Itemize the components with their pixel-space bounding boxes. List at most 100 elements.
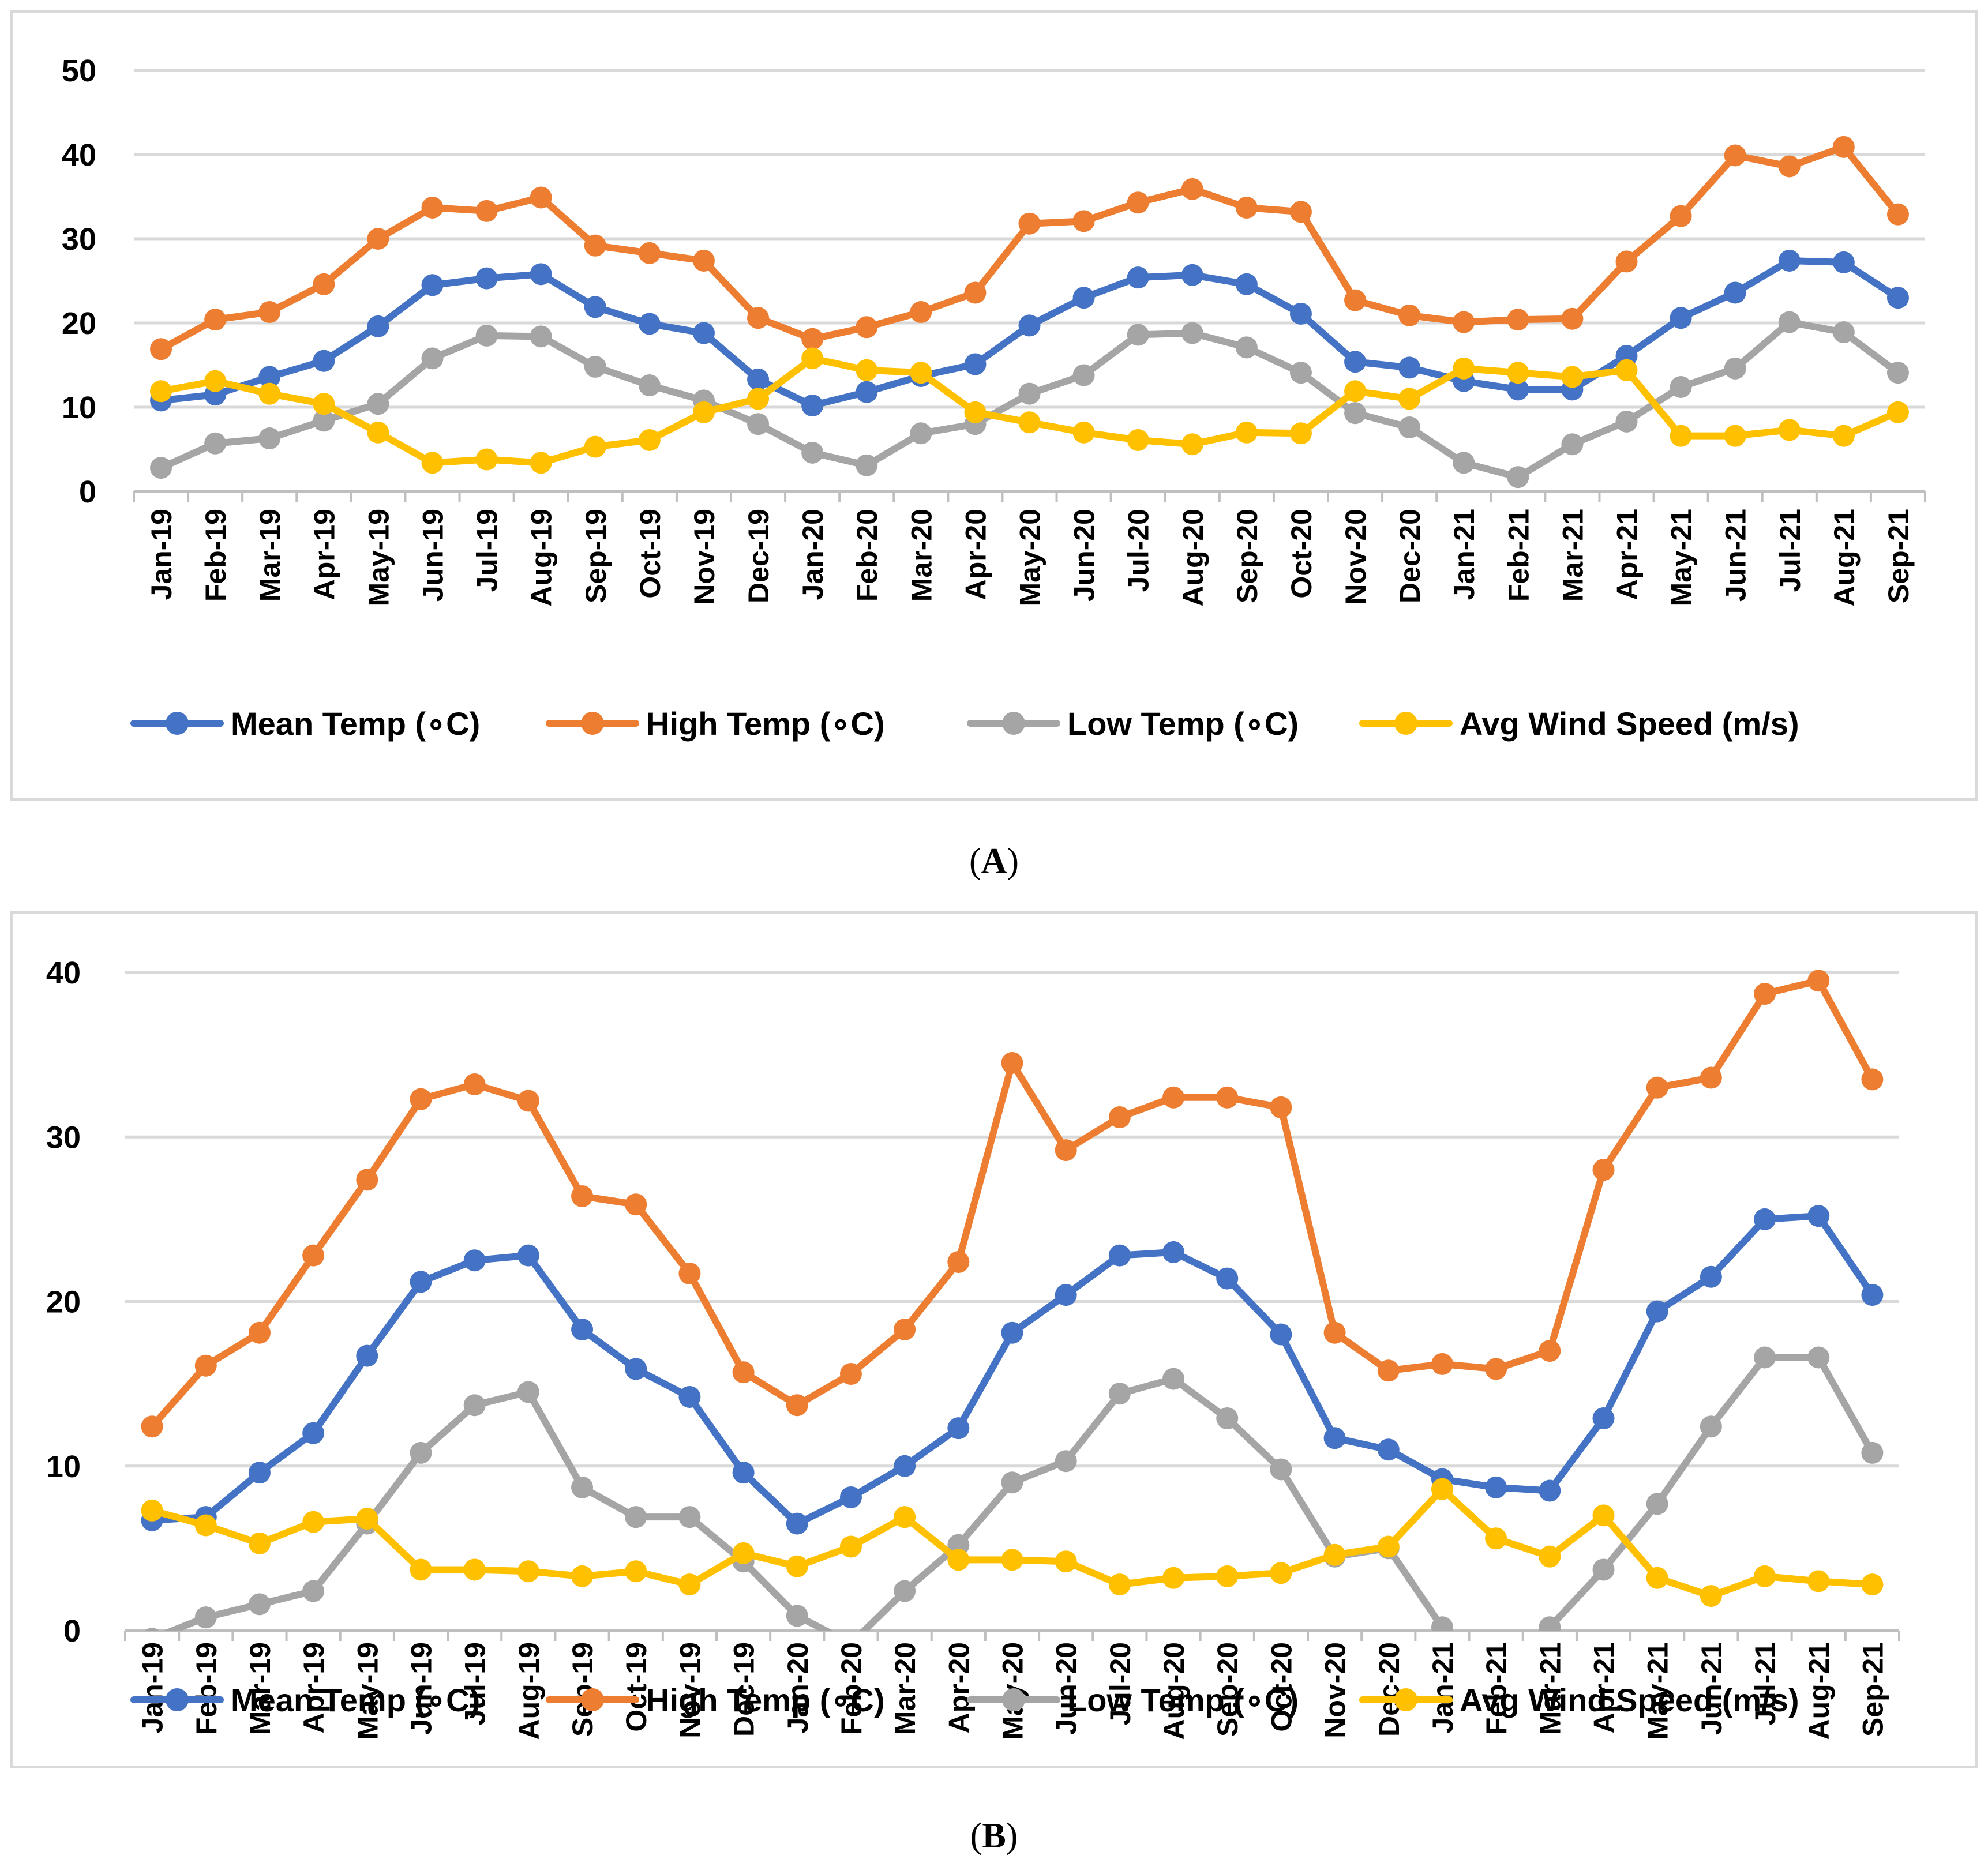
charta-x-tick-label: Apr-19 — [308, 509, 340, 600]
chartb-data-point — [1807, 1346, 1830, 1369]
chartb-data-point — [1485, 1476, 1507, 1498]
charta-x-tick-label: Sep-20 — [1231, 509, 1263, 603]
charta-data-point — [1344, 289, 1367, 311]
chartb-data-point — [1108, 1383, 1131, 1405]
charta-data-point — [1018, 382, 1041, 405]
chartb-legend-marker — [1394, 1688, 1417, 1711]
charta-x-tick-label: Jan-19 — [145, 509, 178, 600]
charta-data-point — [313, 350, 335, 372]
chartb-data-point — [786, 1555, 808, 1577]
chartb-data-point — [1592, 1159, 1615, 1181]
chartb-data-point — [410, 1271, 432, 1293]
chartb-data-point — [1431, 1616, 1453, 1631]
charta-data-point — [1453, 452, 1475, 474]
charta-data-point — [910, 362, 932, 384]
charta-data-point — [1289, 362, 1312, 384]
chartb-series-2 — [145, 1346, 1884, 1631]
charta-data-point — [856, 454, 878, 476]
charta-data-point — [1670, 375, 1692, 398]
chartb-x-tick-label: Jun-21 — [1696, 1642, 1728, 1735]
chartb-data-point — [1539, 1545, 1561, 1568]
charta-data-point — [856, 359, 878, 381]
charta-data-point — [313, 393, 335, 415]
chartb-data-point — [1646, 1567, 1668, 1589]
chartb-data-point — [1539, 1479, 1561, 1502]
chartb-data-point — [786, 1394, 808, 1417]
charta-x-tick-label: May-19 — [362, 509, 395, 607]
charta-data-point — [1778, 419, 1801, 441]
chartb-data-point — [1108, 1573, 1131, 1596]
chartb-x-tick-label: Mar-20 — [889, 1642, 921, 1735]
charta-data-point — [1398, 356, 1421, 379]
charta-data-point — [910, 422, 932, 445]
chartb-x-tick-label: Dec-20 — [1373, 1642, 1405, 1737]
chartb-x-tick-label: Aug-20 — [1158, 1642, 1190, 1740]
chartb-data-point — [1700, 1585, 1722, 1607]
chartb-data-point — [1861, 1573, 1884, 1596]
chartb-legend-marker — [1002, 1688, 1025, 1711]
charta-data-point — [1181, 322, 1203, 344]
charta-data-point — [964, 353, 987, 375]
chartb-data-point — [894, 1318, 916, 1340]
chartb-data-point — [571, 1318, 594, 1340]
charta-data-point — [1832, 321, 1855, 344]
chartb-data-point — [1377, 1535, 1400, 1558]
charta-x-tick-label: Jan-21 — [1448, 509, 1480, 600]
charta-data-point — [421, 274, 444, 296]
charta-legend-marker — [1002, 712, 1025, 735]
chartb-data-point — [248, 1532, 271, 1554]
charta-data-point — [475, 200, 498, 222]
chartb-data-point — [1270, 1323, 1292, 1346]
caption-a-letter: A — [981, 842, 1007, 881]
charta-data-point — [1886, 401, 1909, 423]
chartb-data-point — [1861, 1441, 1884, 1464]
charta-data-point — [1778, 311, 1801, 333]
charta-data-point — [258, 366, 281, 388]
charta-x-tick-label: Jun-20 — [1068, 509, 1101, 602]
charta-x-tick-label: Sep-21 — [1882, 509, 1915, 603]
charta-y-tick-label: 30 — [62, 222, 96, 257]
chartb-data-point — [1646, 1493, 1668, 1515]
charta-data-point — [313, 410, 335, 432]
charta-data-point — [475, 448, 498, 471]
chartb-data-point — [1700, 1265, 1722, 1288]
chartb-data-point — [1055, 1284, 1077, 1306]
chartb-data-point — [356, 1169, 378, 1191]
charta-y-tick-label: 40 — [62, 138, 96, 172]
charta-data-point — [638, 429, 661, 451]
chartb-x-tick-label: Jan-21 — [1427, 1642, 1459, 1733]
charta-data-point — [1289, 302, 1312, 325]
charta-data-point — [530, 186, 552, 209]
charta-data-point — [1670, 425, 1692, 447]
charta-x-tick-label: Apr-21 — [1611, 509, 1644, 600]
chartb-data-point — [1754, 1208, 1776, 1230]
charta-data-point — [747, 388, 770, 410]
charta-data-point — [1453, 311, 1475, 333]
charta-legend-marker — [166, 712, 189, 735]
charta-x-tick-label: Aug-20 — [1177, 509, 1209, 606]
charta-x-tick-label: Jun-21 — [1720, 509, 1752, 602]
chartb-data-point — [1216, 1086, 1239, 1109]
charta-data-point — [150, 338, 172, 360]
charta-data-point — [313, 273, 335, 295]
caption-a: (A) — [969, 842, 1019, 881]
charta-data-point — [638, 313, 661, 335]
chartb-data-point — [1592, 1504, 1615, 1527]
chartb-x-tick-label: Apr-20 — [943, 1642, 975, 1733]
charta-data-point — [421, 452, 444, 474]
charta-data-point — [1886, 362, 1909, 384]
chartb-data-point — [1700, 1066, 1722, 1089]
chartb-data-point — [517, 1244, 539, 1267]
chartb-data-point — [571, 1565, 594, 1587]
charta-series-3 — [150, 347, 1909, 474]
charta-data-point — [367, 421, 389, 444]
charta-x-tick-label: Feb-19 — [200, 509, 232, 602]
chartb-data-point — [302, 1580, 325, 1602]
chartb-x-tick-label: Sep-20 — [1211, 1642, 1244, 1737]
charta-data-point — [1670, 205, 1692, 227]
chartb-data-point — [1539, 1340, 1561, 1362]
chartb-data-point — [839, 1486, 862, 1508]
charta-data-point — [964, 281, 987, 304]
chartb-data-point — [356, 1508, 378, 1530]
chartb-data-point — [1108, 1244, 1131, 1267]
